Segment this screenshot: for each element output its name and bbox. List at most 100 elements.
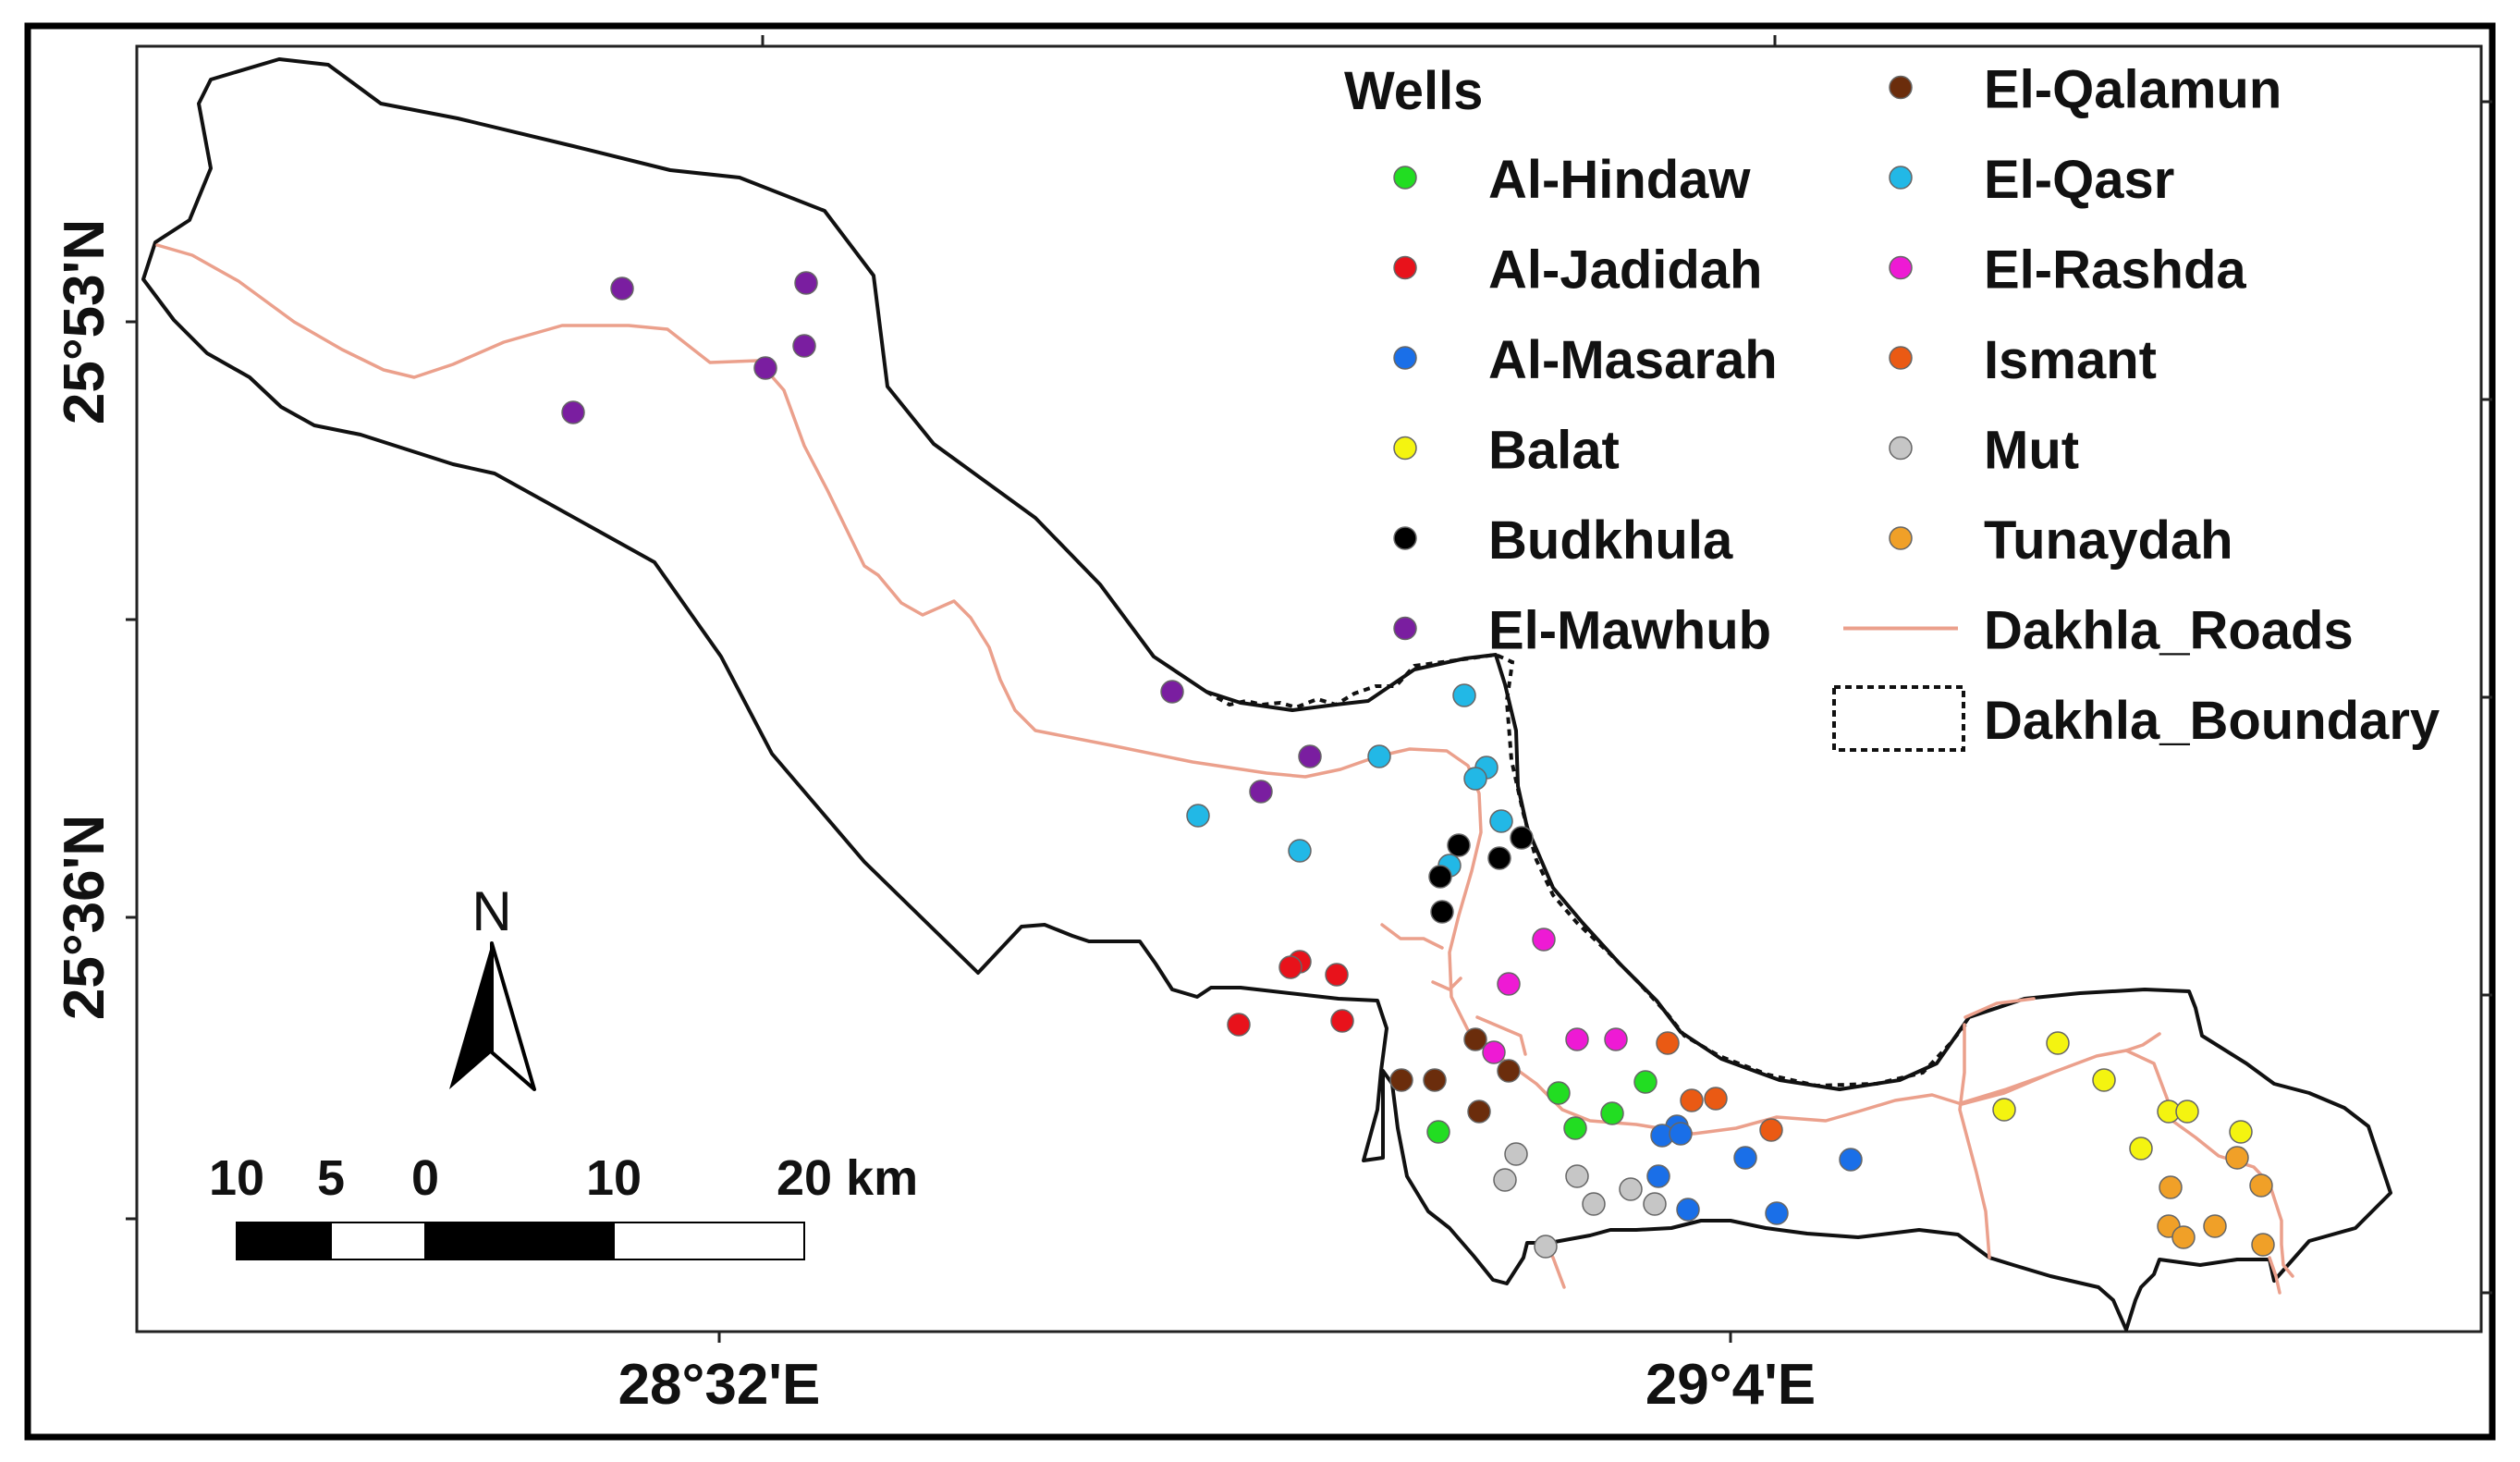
well-mut [1565, 1164, 1589, 1188]
legend-label-budkhula: Budkhula [1488, 510, 1733, 571]
legend-label-el-qalamun: El-Qalamun [1984, 60, 2281, 120]
north-arrow-right-half [490, 941, 536, 1091]
well-mut [1534, 1235, 1558, 1259]
well-el-rashda [1604, 1027, 1628, 1051]
well-mut [1582, 1192, 1606, 1216]
legend: Wells Al-Hindaw Al-Jadidah Al-Masarah Balat… [1344, 60, 2440, 752]
well-balat [2229, 1120, 2253, 1144]
legend-label-mut: Mut [1984, 421, 2079, 481]
scale-tick-20: 20 km [777, 1150, 918, 1206]
well-ismant [1704, 1087, 1728, 1111]
legend-label-balat: Balat [1488, 421, 1620, 481]
legend-label-el-rashda: El-Rashda [1984, 240, 2246, 301]
scale-tick-0: 0 [411, 1150, 439, 1206]
north-arrow: N [449, 880, 536, 1091]
well-balat [1992, 1098, 2016, 1122]
legend-symbol-el-qalamun [1889, 75, 1913, 100]
well-tunaydah [2159, 1175, 2183, 1199]
well-balat [2092, 1068, 2116, 1092]
legend-symbol-el-mawhub [1393, 616, 1417, 641]
well-budkhula [1430, 900, 1454, 924]
well-tunaydah [2251, 1233, 2275, 1257]
well-al-masarah [1839, 1148, 1863, 1172]
north-arrow-label: N [471, 880, 511, 942]
well-al-hindaw [1426, 1120, 1450, 1144]
legend-label-el-qasr: El-Qasr [1984, 150, 2174, 210]
well-el-mawhub [1249, 780, 1273, 804]
legend-symbol-mut [1889, 436, 1913, 461]
outer-frame [24, 22, 2496, 1441]
well-balat [2129, 1136, 2153, 1161]
well-al-hindaw [1563, 1116, 1587, 1140]
well-el-mawhub [1298, 744, 1322, 768]
well-balat [2046, 1031, 2070, 1055]
well-el-qalamun [1467, 1100, 1491, 1124]
well-el-qasr [1452, 683, 1476, 707]
well-budkhula [1447, 833, 1471, 857]
legend-symbol-el-qasr [1889, 166, 1913, 190]
well-mut [1493, 1168, 1517, 1192]
legend-symbol-ismant [1889, 346, 1913, 370]
well-budkhula [1510, 826, 1534, 850]
well-tunaydah [2203, 1214, 2227, 1238]
well-al-jadidah [1330, 1009, 1354, 1033]
scale-bar: 10 5 0 10 20 km [209, 1150, 918, 1260]
well-al-jadidah [1227, 1013, 1251, 1037]
well-ismant [1656, 1031, 1680, 1055]
well-el-mawhub [753, 356, 777, 380]
well-el-qalamun [1463, 1027, 1487, 1051]
well-al-hindaw [1633, 1070, 1658, 1094]
legend-symbol-dakhla-boundary [1832, 685, 1965, 752]
well-al-masarah [1765, 1201, 1789, 1225]
lon-label-2: 29°4'E [1645, 1353, 1816, 1417]
wells-layer [561, 271, 2275, 1259]
well-el-qalamun [1389, 1068, 1413, 1092]
well-al-masarah [1733, 1146, 1757, 1170]
well-al-jadidah [1325, 963, 1349, 987]
well-el-qasr [1186, 804, 1210, 828]
axis-ticks [126, 35, 2492, 1343]
well-mut [1619, 1177, 1643, 1201]
well-el-qasr [1463, 767, 1487, 791]
scale-tick-10: 10 [586, 1150, 642, 1206]
lon-label-1: 28°32'E [618, 1353, 821, 1417]
well-tunaydah [2225, 1146, 2249, 1170]
well-al-masarah [1676, 1198, 1700, 1222]
legend-label-al-masarah: Al-Masarah [1488, 330, 1778, 390]
legend-symbol-tunaydah [1889, 526, 1913, 550]
well-el-qasr [1489, 809, 1513, 833]
well-al-masarah [1646, 1164, 1670, 1188]
well-budkhula [1428, 865, 1452, 889]
legend-symbol-al-hindaw [1393, 166, 1417, 190]
study-area-boundary [141, 57, 2392, 1332]
legend-label-el-mawhub: El-Mawhub [1488, 601, 1771, 661]
well-el-mawhub [610, 276, 634, 301]
well-el-mawhub [1160, 680, 1184, 704]
dakhla-boundary [1205, 652, 1967, 1088]
well-ismant [1759, 1118, 1783, 1142]
well-el-qalamun [1497, 1059, 1521, 1083]
well-balat [2175, 1100, 2199, 1124]
legend-title: Wells [1344, 61, 1483, 121]
well-el-mawhub [561, 400, 585, 424]
well-el-mawhub [794, 271, 818, 295]
well-al-hindaw [1600, 1101, 1624, 1125]
scale-tick-5: 5 [317, 1150, 345, 1206]
scale-segment [613, 1222, 805, 1260]
dakhla-roads [155, 243, 2294, 1295]
legend-symbol-al-jadidah [1393, 255, 1417, 280]
legend-label-dakhla-roads: Dakhla_Roads [1984, 601, 2354, 661]
well-el-qalamun [1423, 1068, 1447, 1092]
legend-label-dakhla-boundary: Dakhla_Boundary [1984, 691, 2440, 751]
legend-symbol-balat [1393, 436, 1417, 461]
scale-segment [424, 1222, 615, 1260]
well-tunaydah [2249, 1173, 2273, 1198]
lat-label-2: 25°36'N [53, 815, 116, 1020]
legend-symbol-budkhula [1393, 526, 1417, 550]
well-al-hindaw [1547, 1081, 1571, 1105]
well-el-mawhub [792, 334, 816, 358]
legend-label-tunaydah: Tunaydah [1984, 510, 2233, 571]
legend-label-al-hindaw: Al-Hindaw [1488, 150, 1751, 210]
well-al-masarah [1669, 1122, 1693, 1146]
